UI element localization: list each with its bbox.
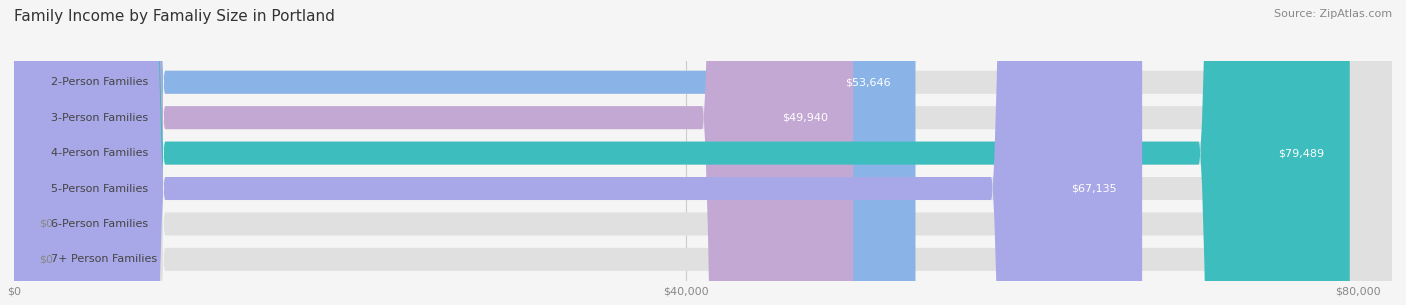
Text: 6-Person Families: 6-Person Families: [51, 219, 148, 229]
Text: 3-Person Families: 3-Person Families: [51, 113, 148, 123]
FancyBboxPatch shape: [14, 0, 1142, 305]
Text: $67,135: $67,135: [1071, 184, 1116, 193]
Text: 5-Person Families: 5-Person Families: [51, 184, 148, 193]
Text: 4-Person Families: 4-Person Families: [51, 148, 148, 158]
Text: $0: $0: [39, 219, 53, 229]
FancyBboxPatch shape: [14, 0, 1392, 305]
Text: Source: ZipAtlas.com: Source: ZipAtlas.com: [1274, 9, 1392, 19]
Text: 2-Person Families: 2-Person Families: [51, 77, 148, 87]
Text: Family Income by Famaliy Size in Portland: Family Income by Famaliy Size in Portlan…: [14, 9, 335, 24]
FancyBboxPatch shape: [14, 0, 1392, 305]
FancyBboxPatch shape: [14, 0, 915, 305]
Text: $0: $0: [39, 254, 53, 264]
Text: 7+ Person Families: 7+ Person Families: [51, 254, 157, 264]
FancyBboxPatch shape: [14, 0, 1392, 305]
FancyBboxPatch shape: [14, 0, 853, 305]
FancyBboxPatch shape: [14, 0, 1392, 305]
FancyBboxPatch shape: [14, 0, 1350, 305]
Text: $49,940: $49,940: [782, 113, 828, 123]
FancyBboxPatch shape: [14, 0, 1392, 305]
Text: $79,489: $79,489: [1278, 148, 1324, 158]
Text: $53,646: $53,646: [845, 77, 890, 87]
FancyBboxPatch shape: [14, 0, 1392, 305]
